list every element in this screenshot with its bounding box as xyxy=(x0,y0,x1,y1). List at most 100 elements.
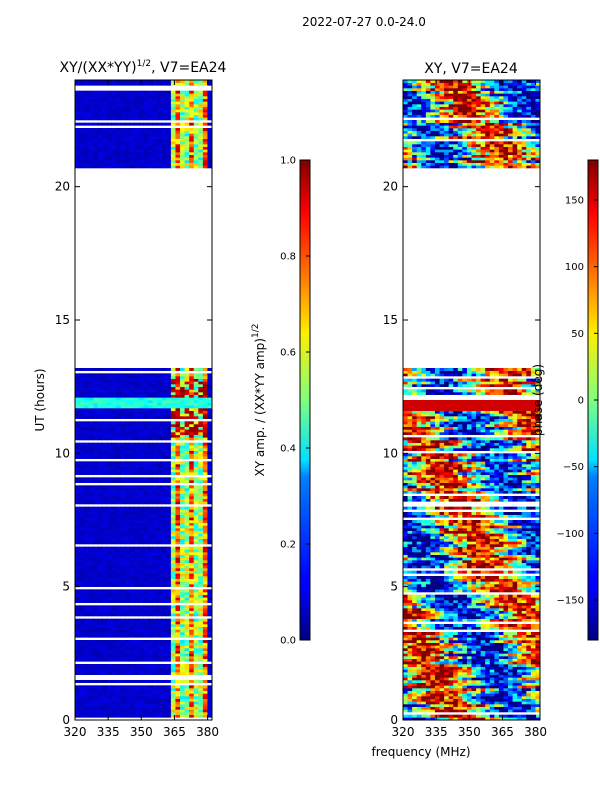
amplitude-cell xyxy=(106,424,113,427)
amplitude-cell xyxy=(175,613,181,617)
phase-cell xyxy=(521,696,527,699)
amplitude-cell xyxy=(157,560,163,563)
amplitude-cell xyxy=(88,693,94,697)
amplitude-cell xyxy=(143,101,149,105)
amplitude-cell xyxy=(120,464,126,467)
amplitude-cell xyxy=(175,546,181,550)
amplitude-cell xyxy=(184,488,190,491)
amplitude-cell xyxy=(88,477,94,481)
amplitude-cell xyxy=(184,656,190,659)
amplitude-cell xyxy=(152,138,158,142)
amplitude-cell xyxy=(138,96,145,99)
amplitude-cell xyxy=(134,520,140,523)
amplitude-cell xyxy=(148,397,154,401)
amplitude-cell xyxy=(198,570,204,574)
amplitude-cell xyxy=(148,160,154,163)
amplitude-cell xyxy=(84,109,90,113)
amplitude-cell xyxy=(152,104,158,107)
amplitude-cell xyxy=(134,80,140,83)
amplitude-cell xyxy=(88,648,94,651)
amplitude-cell xyxy=(202,128,209,131)
amplitude-cell xyxy=(152,146,158,150)
amplitude-cell xyxy=(161,378,167,382)
amplitude-cell xyxy=(116,90,122,94)
amplitude-cell xyxy=(134,410,140,414)
amplitude-cell xyxy=(157,448,163,451)
amplitude-cell xyxy=(125,624,131,627)
phase-cell xyxy=(498,666,505,670)
amplitude-cell xyxy=(129,117,135,121)
amplitude-cell xyxy=(129,154,135,158)
amplitude-cell xyxy=(102,528,108,531)
amplitude-cell xyxy=(120,429,126,433)
phase-cell xyxy=(530,664,537,667)
amplitude-cell xyxy=(79,514,85,518)
amplitude-cell xyxy=(143,469,149,473)
amplitude-cell xyxy=(166,498,172,502)
amplitude-cell xyxy=(138,706,145,710)
amplitude-cell xyxy=(97,698,103,702)
amplitude-cell xyxy=(161,517,167,521)
phase-cell xyxy=(476,677,482,681)
amplitude-cell xyxy=(193,520,199,523)
phase-cell xyxy=(412,666,418,670)
amplitude-cell xyxy=(152,669,158,673)
amplitude-cell xyxy=(93,658,99,662)
phase-cell xyxy=(526,666,532,670)
amplitude-cell xyxy=(75,392,81,395)
amplitude-cell xyxy=(184,506,190,510)
phase-cell xyxy=(439,704,445,707)
phase-cell xyxy=(530,717,537,720)
amplitude-cell xyxy=(116,376,122,379)
amplitude-cell xyxy=(116,493,122,497)
amplitude-cell xyxy=(88,461,94,465)
phase-cell xyxy=(416,696,422,699)
amplitude-cell xyxy=(111,640,117,643)
amplitude-cell xyxy=(152,424,158,427)
amplitude-cell xyxy=(102,517,108,521)
amplitude-cell xyxy=(79,696,85,699)
amplitude-cell xyxy=(93,525,99,529)
amplitude-cell xyxy=(102,672,108,675)
amplitude-cell xyxy=(202,666,209,670)
amplitude-cell xyxy=(207,581,212,585)
amplitude-cell xyxy=(111,450,117,454)
amplitude-cell xyxy=(102,552,108,555)
phase-cell xyxy=(471,680,477,683)
amplitude-cell xyxy=(106,104,113,107)
amplitude-cell xyxy=(152,384,158,387)
amplitude-cell xyxy=(148,429,154,433)
amplitude-cell xyxy=(106,136,113,139)
amplitude-cell xyxy=(152,496,158,499)
amplitude-cell xyxy=(102,381,108,385)
amplitude-cell xyxy=(134,434,140,438)
amplitude-cell xyxy=(170,117,177,121)
amplitude-cell xyxy=(138,565,145,569)
phase-cell xyxy=(503,688,509,691)
amplitude-cell xyxy=(170,536,177,539)
amplitude-cell xyxy=(111,701,117,705)
amplitude-cell xyxy=(111,650,117,654)
amplitude-cell xyxy=(170,146,177,150)
phase-cell xyxy=(421,661,427,665)
amplitude-cell xyxy=(75,506,81,510)
amplitude-cell xyxy=(106,650,113,654)
phase-cell xyxy=(425,664,431,667)
amplitude-cell xyxy=(198,618,204,622)
phase-cell xyxy=(530,666,537,670)
amplitude-cell xyxy=(157,546,163,550)
amplitude-cell xyxy=(102,93,108,97)
amplitude-cell xyxy=(116,514,122,518)
phase-cell xyxy=(480,704,486,707)
amplitude-cell xyxy=(75,149,81,153)
amplitude-cell xyxy=(180,384,186,387)
amplitude-cell xyxy=(175,402,181,406)
amplitude-cell xyxy=(97,530,103,534)
phase-cell xyxy=(498,701,505,705)
phase-cell xyxy=(535,714,540,718)
amplitude-cell xyxy=(207,405,212,409)
amplitude-cell xyxy=(175,605,181,609)
amplitude-cell xyxy=(102,405,108,409)
amplitude-cell xyxy=(102,565,108,569)
phase-cell xyxy=(416,709,422,713)
